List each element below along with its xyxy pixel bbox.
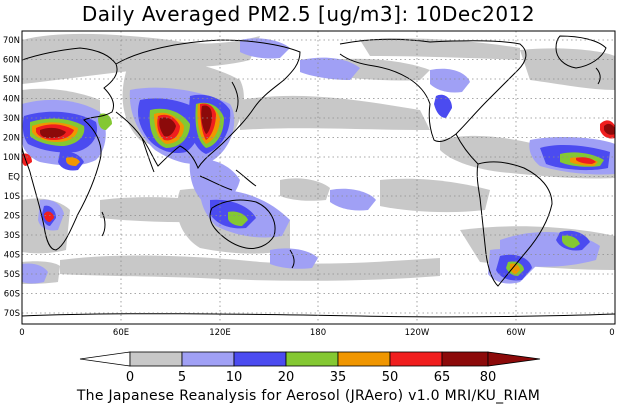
colorbar-swatch — [337, 351, 391, 367]
longitude-axis: 0 60E 120E 180 120W 60W 0 — [19, 328, 614, 338]
level-80-plus-areas — [40, 105, 615, 138]
lon-label: 60E — [113, 328, 129, 338]
coastlines — [22, 35, 615, 318]
colorbar-label: 20 — [278, 370, 295, 385]
lat-label: 10S — [4, 192, 20, 202]
lat-label: 20N — [3, 134, 20, 144]
pm25-map: 70N 60N 50N 40N 30N 20N 10N EQ 10S 20S 3… — [3, 30, 616, 385]
graticule — [22, 31, 615, 324]
lat-label: 60N — [3, 56, 20, 66]
colorbar-swatch — [181, 351, 235, 367]
lat-label: 50S — [4, 270, 20, 280]
lat-label: EQ — [8, 173, 20, 183]
concentration-field — [22, 33, 615, 284]
lon-label: 60W — [506, 328, 526, 338]
colorbar-swatch — [285, 351, 339, 367]
lon-label: 120W — [405, 328, 430, 338]
colorbar-high-arrow — [487, 351, 541, 367]
lat-label: 70S — [4, 309, 20, 319]
colorbar-swatch — [233, 351, 287, 367]
lat-label: 40S — [4, 251, 20, 261]
colorbar-label: 5 — [178, 370, 186, 385]
lat-label: 30N — [3, 114, 20, 124]
colorbar-label: 10 — [226, 370, 243, 385]
colorbar-swatch — [129, 351, 183, 367]
colorbar-low-arrow — [79, 351, 131, 367]
map-title: Daily Averaged PM2.5 [ug/m3]: 10Dec2012 — [81, 2, 536, 26]
colorbar-swatch — [389, 351, 443, 367]
lat-label: 50N — [3, 75, 20, 85]
lon-label: 180 — [310, 328, 326, 338]
lon-label: 120E — [209, 328, 231, 338]
lat-label: 40N — [3, 95, 20, 105]
lat-label: 20S — [4, 212, 20, 222]
lat-label: 30S — [4, 231, 20, 241]
lat-label: 60S — [4, 290, 20, 300]
map-frame — [21, 30, 616, 325]
lon-label: 0 — [19, 328, 24, 338]
colorbar-label: 65 — [434, 370, 451, 385]
lat-label: 70N — [3, 36, 20, 46]
colorbar-label: 35 — [330, 370, 347, 385]
latitude-axis: 70N 60N 50N 40N 30N 20N 10N EQ 10S 20S 3… — [3, 36, 20, 319]
lon-label: 0 — [609, 328, 614, 338]
lat-label: 10N — [3, 153, 20, 163]
colorbar-label: 50 — [382, 370, 399, 385]
colorbar-label: 0 — [126, 370, 134, 385]
footer-credit: The Japanese Reanalysis for Aerosol (JRA… — [76, 388, 541, 404]
colorbar-swatch — [441, 351, 489, 367]
colorbar: 0 5 10 20 35 50 65 80 — [79, 351, 541, 385]
colorbar-label: 80 — [480, 370, 497, 385]
